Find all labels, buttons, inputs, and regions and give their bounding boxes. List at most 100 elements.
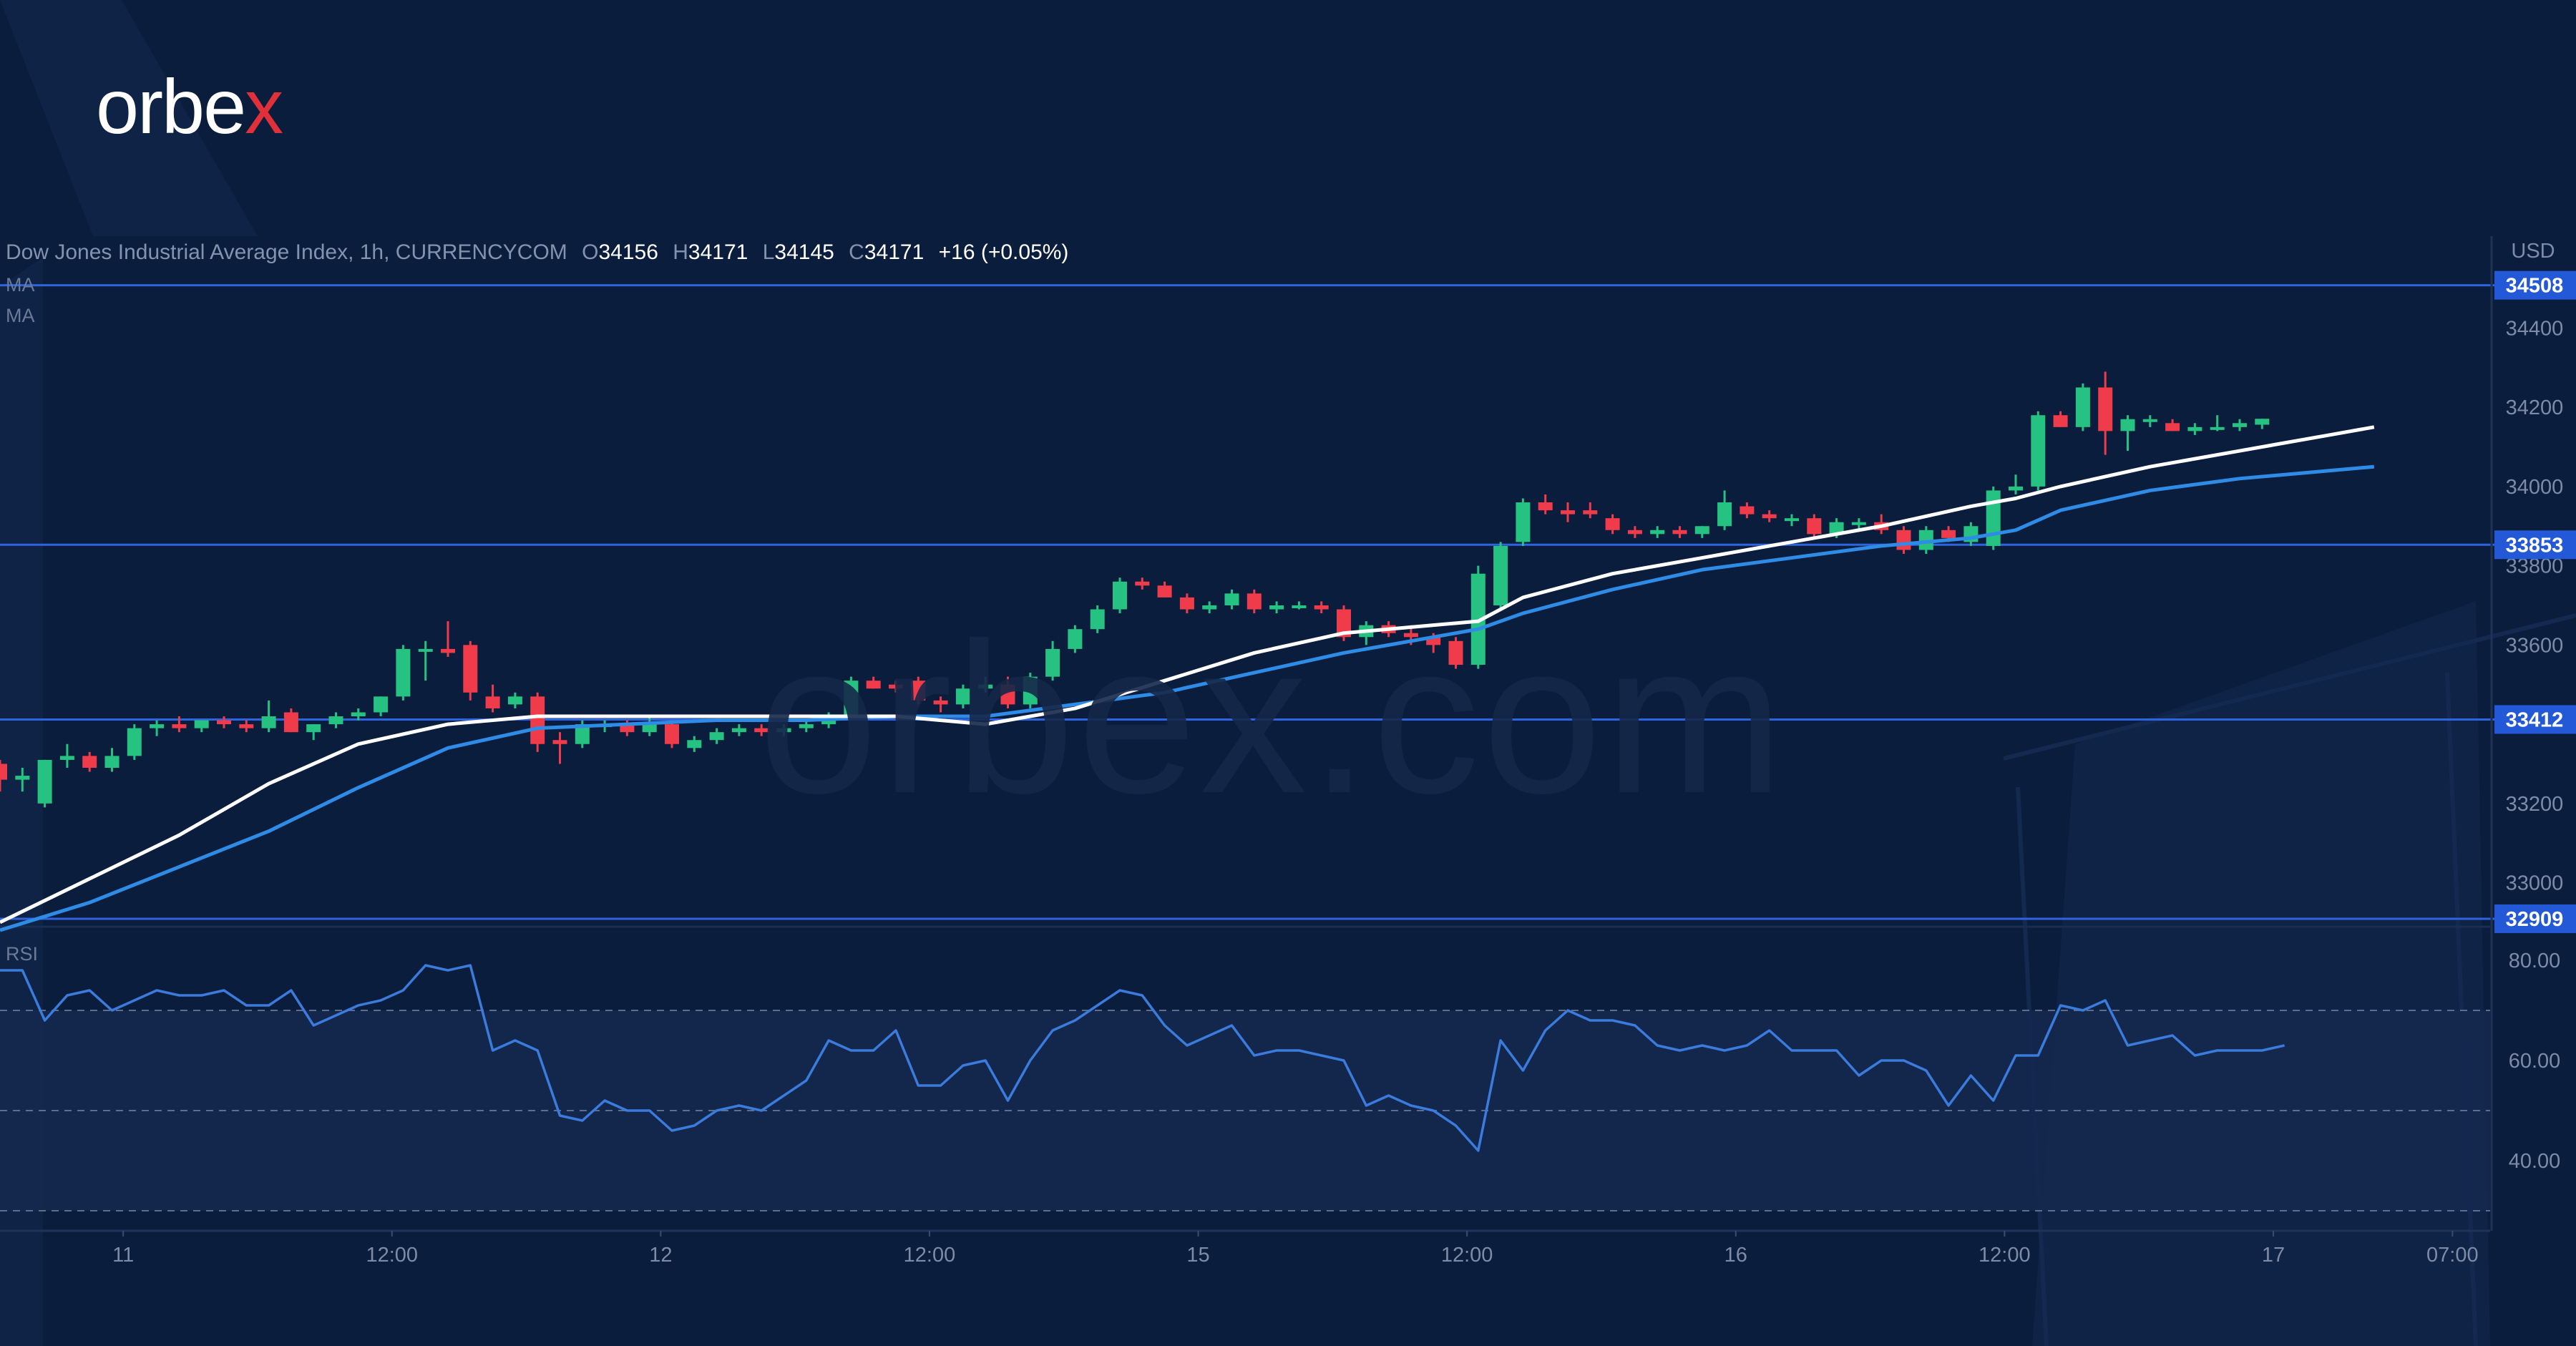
candle (642, 724, 657, 733)
ma-indicator-label-2[interactable]: MA (6, 305, 35, 326)
candle (1605, 518, 1620, 530)
candle (1986, 490, 2001, 546)
time-tick-label: 12 (649, 1244, 672, 1267)
candle (1493, 545, 1508, 605)
candle (731, 728, 746, 733)
candle (2120, 419, 2135, 431)
candle (217, 720, 231, 725)
rsi-line (0, 964, 2285, 1152)
candle (1246, 593, 1262, 610)
price-pane[interactable] (0, 284, 2576, 932)
candle (1090, 609, 1105, 630)
level-price-tag (2494, 270, 2576, 300)
candle (1135, 581, 1150, 586)
candle (1896, 530, 1911, 550)
candle (59, 756, 74, 760)
candle (1740, 506, 1755, 514)
candle (418, 648, 433, 652)
candle (552, 740, 567, 744)
close-value: 34171 (864, 240, 924, 264)
time-tick-label: 12:00 (1441, 1244, 1493, 1267)
candle (1785, 518, 1799, 522)
symbol-name: Dow Jones Industrial Average Index, 1h, … (6, 240, 567, 264)
open-value: 34156 (598, 240, 658, 264)
candle (1113, 581, 1127, 610)
rsi-indicator-label[interactable]: RSI (6, 943, 39, 965)
time-tick-label: 07:00 (2426, 1244, 2479, 1267)
price-tick-label: 33200 (2506, 793, 2564, 816)
candle (2187, 426, 2202, 431)
level-price-label: 33412 (2506, 708, 2564, 731)
candle (1829, 522, 1844, 535)
candle (2165, 423, 2180, 431)
ma-indicator-label-1[interactable]: MA (6, 274, 35, 296)
candle (866, 681, 881, 689)
candle (1337, 609, 1351, 638)
candle (396, 648, 411, 697)
candle (754, 728, 769, 733)
candle (911, 681, 926, 701)
candle (620, 724, 635, 733)
high-label: H (673, 240, 688, 264)
candle (485, 696, 500, 708)
candle (1717, 502, 1732, 527)
candle (1045, 648, 1060, 677)
rsi-tick-label: 60.00 (2509, 1050, 2561, 1073)
candle (1694, 526, 1709, 535)
candle (283, 712, 298, 733)
ma-fast-line (0, 425, 2375, 925)
currency-label: USD (2511, 240, 2555, 263)
time-tick-label: 11 (112, 1244, 134, 1267)
rsi-tick-label: 40.00 (2509, 1150, 2561, 1173)
time-tick-label: 16 (1724, 1244, 1747, 1267)
candle (1941, 530, 1956, 538)
rsi-tick-label: 80.00 (2509, 950, 2561, 972)
low-label: L (762, 240, 775, 264)
candle (2098, 387, 2113, 431)
candle (1292, 605, 1307, 608)
time-tick-label: 12:00 (904, 1244, 956, 1267)
candle (530, 696, 545, 744)
candle (1000, 684, 1015, 705)
candle (194, 720, 209, 728)
candle (1627, 530, 1642, 535)
candle (978, 684, 993, 689)
candle (261, 716, 276, 728)
candle (1561, 510, 1575, 514)
candle (0, 764, 7, 780)
time-tick-label: 15 (1186, 1244, 1209, 1267)
candle (1851, 522, 1866, 525)
level-price-tag (2494, 530, 2576, 560)
candle (2255, 419, 2270, 425)
price-tick-label: 34400 (2506, 317, 2564, 340)
level-price-label: 34508 (2506, 275, 2564, 298)
candle (239, 724, 254, 728)
logo-text: orbe (96, 63, 246, 150)
symbol-legend[interactable]: Dow Jones Industrial Average Index, 1h, … (6, 240, 1068, 265)
candle (1650, 530, 1665, 535)
candle (844, 681, 859, 717)
change-value: +16 (+0.05%) (938, 240, 1069, 264)
rsi-pane[interactable] (0, 964, 2490, 1211)
level-price-label: 32909 (2506, 908, 2564, 931)
candle (1068, 629, 1083, 649)
candle (328, 716, 343, 725)
candle (104, 756, 119, 768)
candle (1448, 640, 1463, 665)
candle (507, 696, 522, 705)
low-value: 34145 (774, 240, 834, 264)
candle (2009, 486, 2023, 491)
time-tick-label: 17 (2262, 1244, 2285, 1267)
candle (150, 724, 165, 728)
candle (1672, 530, 1687, 535)
high-value: 34171 (688, 240, 748, 264)
candle (1224, 593, 1239, 605)
candle (2075, 387, 2090, 427)
candle (1538, 502, 1553, 511)
candle (709, 732, 724, 741)
candle (1202, 605, 1217, 610)
orbex-logo: orbex (96, 62, 283, 151)
ma-slow-line (0, 464, 2375, 932)
candle (127, 728, 142, 756)
candle (82, 756, 97, 768)
